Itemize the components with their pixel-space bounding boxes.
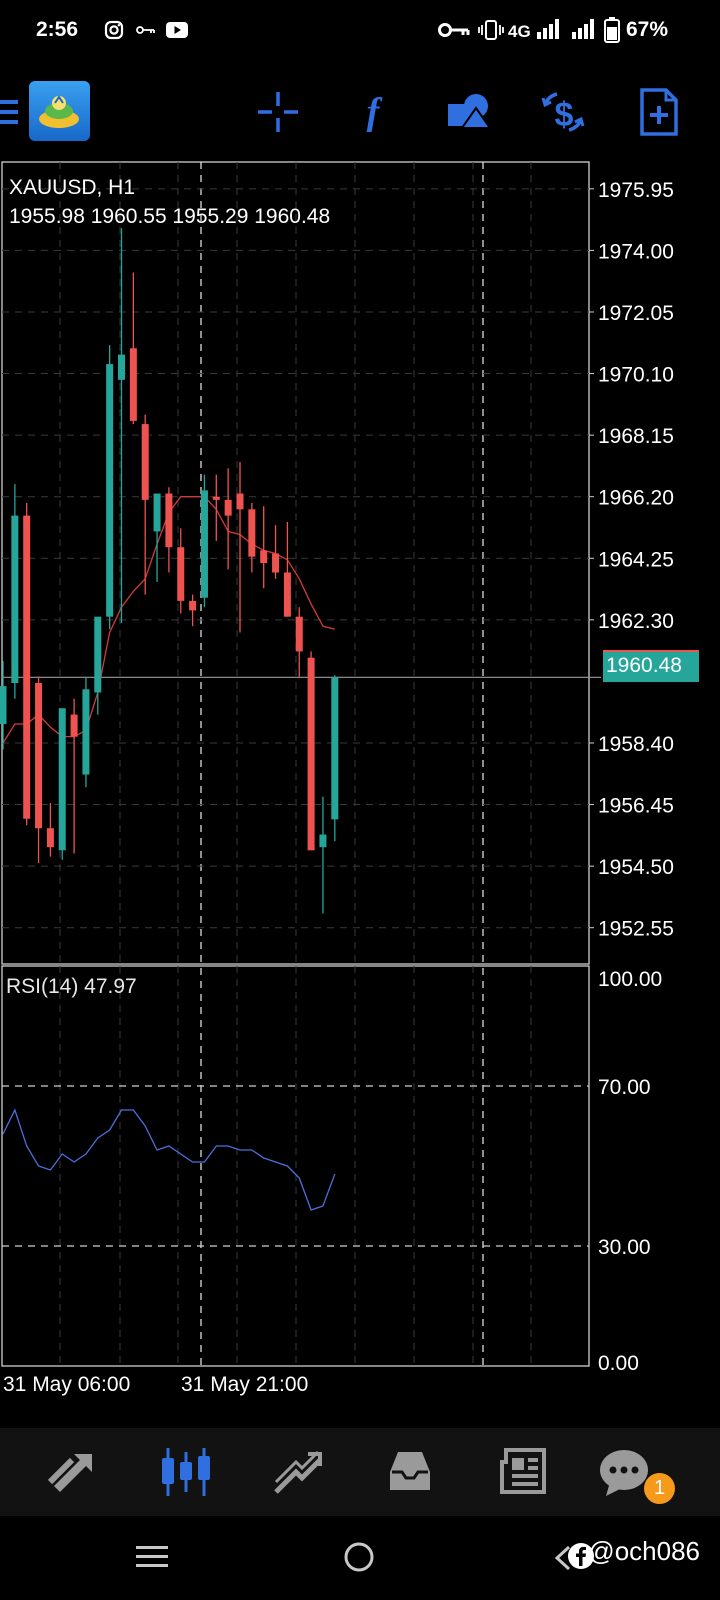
chart-area[interactable]: 1975.95 1974.00 1972.05 1970.10 1968.15 1966.… (0, 158, 720, 1398)
ohlc-values: 1955.98 1960.55 1955.29 1960.48 (9, 205, 331, 228)
price-axis-label-3: 1970.10 (598, 364, 674, 387)
home-icon[interactable] (343, 1541, 375, 1573)
candle-body-12 (141, 424, 149, 500)
rsi-axis-label-1: 70.00 (598, 1076, 651, 1099)
bottom-navigation: 1 (0, 1428, 720, 1516)
status-bar: 2:56 4G 67% (0, 0, 720, 62)
candle-body-27 (319, 834, 327, 848)
candle-body-15 (177, 547, 185, 601)
crosshair-icon[interactable] (250, 84, 306, 140)
indicators-icon[interactable]: f (345, 84, 401, 140)
candle-body-21 (248, 509, 256, 557)
candle-body-2 (23, 515, 31, 819)
messages-icon[interactable] (596, 1442, 656, 1502)
candle-body-22 (260, 550, 268, 563)
candle-body-23 (272, 553, 280, 573)
instagram-icon (104, 20, 124, 40)
battery-level: 67% (626, 18, 669, 41)
candle-body-28 (331, 677, 339, 820)
status-time: 2:56 (36, 18, 79, 41)
network-type: 4G (508, 22, 531, 41)
candle-body-17 (200, 490, 208, 598)
back-icon[interactable] (553, 1544, 573, 1572)
svg-text:f: f (367, 91, 383, 133)
candle-body-3 (35, 682, 43, 829)
battery-icon (604, 17, 620, 43)
symbol-timeframe-label: XAUUSD, H1 (9, 176, 136, 199)
youtube-icon (166, 22, 188, 38)
candle-body-5 (58, 708, 66, 851)
vibrate-icon (478, 20, 504, 40)
candle-body-4 (46, 828, 54, 848)
rsi-axis-label-3: 0.00 (598, 1352, 639, 1375)
messages-badge-count: 1 (653, 1477, 666, 1499)
facebook-icon (568, 1543, 594, 1569)
candle-body-6 (70, 714, 78, 737)
price-chart[interactable]: 1975.95 1974.00 1972.05 1970.10 1968.15 1966.… (0, 158, 720, 1398)
quotes-icon[interactable] (42, 1442, 102, 1502)
price-axis-label-7: 1962.30 (598, 610, 674, 633)
rsi-axis-label-0: 100.00 (598, 968, 662, 991)
current-price-tag: 1960.48 (603, 650, 699, 682)
candle-body-10 (118, 354, 125, 380)
price-axis-label-5: 1966.20 (598, 487, 674, 510)
price-axis-label-10: 1954.50 (598, 856, 674, 879)
candle-body-13 (153, 493, 161, 532)
time-label-1: 31 May 06:00 (3, 1373, 131, 1396)
candle-body-25 (295, 616, 303, 652)
price-axis-label-4: 1968.15 (598, 425, 674, 448)
current-price-value: 1960.48 (606, 654, 682, 677)
rsi-line (2, 1108, 336, 1211)
chart-icon[interactable] (156, 1442, 216, 1502)
candle-body-11 (129, 348, 137, 421)
trade-icon[interactable] (268, 1442, 328, 1502)
system-navigation-bar: @och086 (0, 1516, 720, 1600)
price-axis-label-6: 1964.25 (598, 548, 674, 571)
price-axis-label-2: 1972.05 (598, 302, 674, 325)
time-label-2: 31 May 21:00 (181, 1373, 309, 1396)
candle-body-0 (0, 686, 7, 725)
new-order-icon[interactable] (630, 84, 686, 140)
candle-body-1 (11, 515, 19, 683)
menu-icon[interactable] (0, 96, 22, 128)
candle-body-26 (307, 657, 315, 851)
app-logo-icon[interactable] (29, 81, 90, 141)
price-axis-label-9: 1956.45 (598, 795, 674, 818)
candle-body-18 (212, 496, 220, 500)
price-axis-label-1: 1974.00 (598, 240, 674, 263)
rsi-label: RSI(14) 47.97 (6, 975, 137, 998)
vpn-key-icon (438, 23, 470, 37)
candle-body-19 (224, 499, 232, 516)
candle-body-24 (283, 572, 291, 617)
candle-body-9 (106, 364, 114, 617)
price-axis-label-8: 1958.40 (598, 733, 674, 756)
candle-body-16 (189, 600, 197, 611)
candle-body-14 (165, 493, 173, 548)
rsi-axis-label-2: 30.00 (598, 1236, 651, 1259)
price-axis-label-0: 1975.95 (598, 179, 674, 202)
symbol-change-icon[interactable]: $ (535, 84, 591, 140)
candle-body-8 (94, 616, 102, 693)
price-axis-label-11: 1952.55 (598, 918, 674, 941)
signal-icon-2 (572, 19, 594, 39)
svg-text:$: $ (555, 96, 574, 134)
news-icon[interactable] (492, 1442, 552, 1502)
messages-badge: 1 (644, 1473, 675, 1504)
chart-toolbar: f $ (0, 70, 720, 156)
signal-icon (537, 19, 559, 39)
candle-body-20 (236, 493, 244, 510)
candle-body-7 (82, 689, 90, 775)
objects-icon[interactable] (440, 84, 496, 140)
history-icon[interactable] (380, 1442, 440, 1502)
watermark-text: @och086 (588, 1536, 700, 1566)
recents-icon[interactable] (136, 1544, 168, 1570)
key-icon (136, 26, 155, 34)
